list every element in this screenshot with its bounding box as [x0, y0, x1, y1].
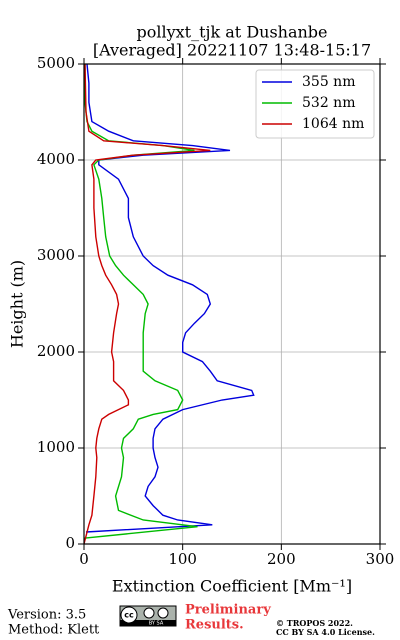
legend-label: 1064 nm — [302, 116, 364, 132]
x-tick-label: 300 — [366, 550, 395, 568]
y-tick-label: 2000 — [37, 342, 75, 360]
results: Results. — [185, 618, 244, 633]
y-tick-label: 0 — [65, 534, 75, 552]
profile-line — [85, 63, 255, 533]
legend-label: 355 nm — [302, 74, 355, 90]
profile-line — [83, 64, 198, 539]
chart-subtitle: [Averaged] 20221107 13:48-15:17 — [93, 41, 371, 60]
svg-text:cc: cc — [124, 611, 134, 620]
plot-frame — [83, 63, 381, 545]
legend-box — [255, 69, 375, 139]
badge-text: BY SA — [149, 621, 164, 627]
copyright: © TROPOS 2022. — [276, 618, 353, 628]
profile-line — [83, 63, 211, 545]
preliminary: Preliminary — [185, 603, 271, 618]
y-tick-label: 5000 — [37, 54, 75, 72]
x-tick-label: 0 — [79, 550, 89, 568]
y-tick-label: 3000 — [37, 246, 75, 264]
y-tick-label: 1000 — [37, 438, 75, 456]
x-tick-label: 100 — [168, 550, 197, 568]
x-axis-label: Extinction Coefficient [Mm⁻¹] — [112, 577, 352, 596]
chart-title: pollyxt_tjk at Dushanbe — [136, 23, 327, 42]
method: Method: Klett — [8, 623, 100, 638]
legend-label: 532 nm — [302, 95, 355, 111]
cc-badge: cc BY SA — [119, 605, 177, 627]
license: CC BY SA 4.0 License. — [276, 627, 375, 637]
y-tick-label: 4000 — [37, 150, 75, 168]
y-axis-label: Height (m) — [8, 260, 27, 348]
x-tick-label: 200 — [267, 550, 296, 568]
version: Version: 3.5 — [7, 608, 86, 623]
